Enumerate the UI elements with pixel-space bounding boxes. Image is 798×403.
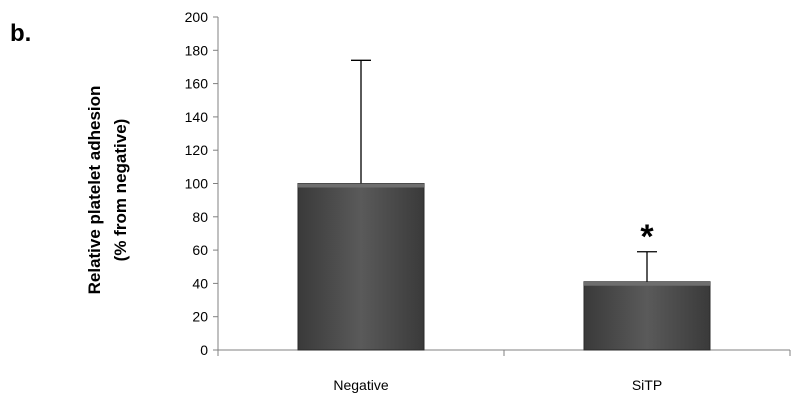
bars [297,183,711,351]
y-tick-label: 140 [185,109,209,125]
y-tick-label: 200 [185,9,209,25]
bar-top-bevel [298,183,424,188]
bar [583,281,711,351]
y-tick-label: 40 [192,275,208,291]
y-tick-label: 180 [185,42,209,58]
significance-asterisk: * [640,218,654,256]
annotations: * [640,218,654,256]
x-tick-label: SiTP [632,377,662,393]
error-bars [351,59,657,282]
y-tick-label: 0 [200,342,208,358]
y-tick-label: 120 [185,142,209,158]
x-tick-label: Negative [333,377,388,393]
x-ticks: Negative SiTP [217,350,791,393]
y-ticks: 0 20 40 60 80 100 120 140 160 180 200 [185,9,218,358]
y-axis-label-line-1: Relative platelet adhesion [85,86,104,295]
bar [297,183,425,351]
y-tick-label: 20 [192,309,208,325]
y-axis-label: Relative platelet adhesion (% from negat… [85,86,130,295]
y-tick-label: 80 [192,209,208,225]
y-tick-label: 60 [192,242,208,258]
y-tick-label: 160 [185,76,209,92]
y-axis-label-line-2: (% from negative) [111,119,130,262]
bar-top-bevel [584,281,710,286]
panel-label: b. [10,20,32,47]
y-tick-label: 100 [185,176,209,192]
